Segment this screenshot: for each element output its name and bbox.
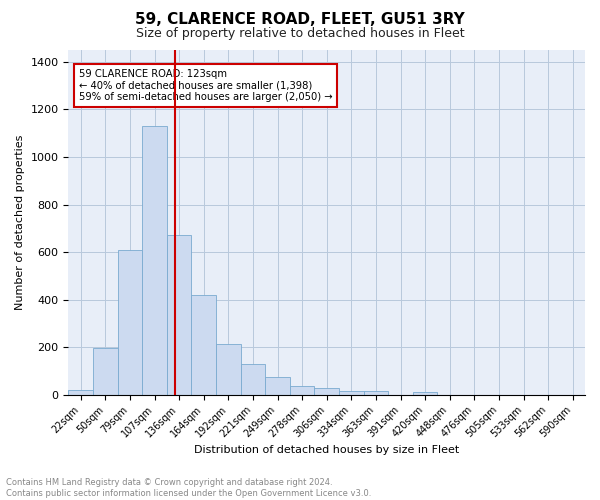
Bar <box>93 348 118 395</box>
Bar <box>290 386 314 395</box>
Text: Size of property relative to detached houses in Fleet: Size of property relative to detached ho… <box>136 28 464 40</box>
Bar <box>167 236 191 395</box>
Text: 59, CLARENCE ROAD, FLEET, GU51 3RY: 59, CLARENCE ROAD, FLEET, GU51 3RY <box>135 12 465 28</box>
Bar <box>339 391 364 395</box>
Bar <box>68 390 93 395</box>
Bar <box>142 126 167 395</box>
Bar <box>216 344 241 395</box>
Bar <box>364 392 388 395</box>
Bar <box>118 250 142 395</box>
Text: 59 CLARENCE ROAD: 123sqm
← 40% of detached houses are smaller (1,398)
59% of sem: 59 CLARENCE ROAD: 123sqm ← 40% of detach… <box>79 69 332 102</box>
Bar <box>191 295 216 395</box>
X-axis label: Distribution of detached houses by size in Fleet: Distribution of detached houses by size … <box>194 445 460 455</box>
Bar <box>413 392 437 395</box>
Y-axis label: Number of detached properties: Number of detached properties <box>15 134 25 310</box>
Bar <box>241 364 265 395</box>
Bar <box>265 377 290 395</box>
Bar <box>314 388 339 395</box>
Text: Contains HM Land Registry data © Crown copyright and database right 2024.
Contai: Contains HM Land Registry data © Crown c… <box>6 478 371 498</box>
